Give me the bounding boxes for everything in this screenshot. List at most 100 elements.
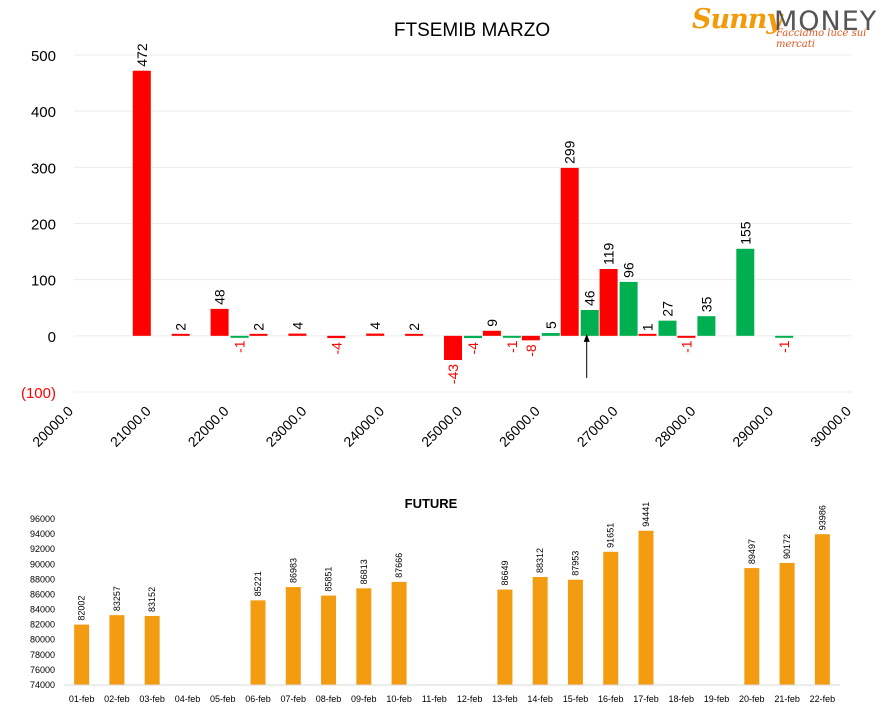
top-data-label: 155 — [737, 221, 753, 245]
top-data-label: 5 — [543, 321, 559, 329]
top-chart-x-axis: 20000.0 21000.0 22000.0 23000.0 24000.0 25000… — [29, 403, 854, 450]
brand-logo-money: MONEY — [774, 6, 878, 37]
top-bar — [288, 333, 307, 336]
bottom-x-tick-label: 19-feb — [704, 694, 730, 704]
top-bar — [677, 335, 696, 338]
top-chart-y-axis: 500 400 300 200 100 0 (100) — [21, 48, 56, 402]
top-bar — [599, 268, 618, 336]
bottom-x-tick-label: 10-feb — [386, 694, 412, 704]
top-data-label: 119 — [601, 242, 617, 265]
top-y-tick-label: 500 — [31, 48, 56, 65]
top-x-tick-label: 25000.0 — [418, 403, 465, 450]
top-bar — [658, 320, 677, 336]
bottom-x-tick-label: 01-feb — [69, 694, 95, 704]
top-y-tick-label: 200 — [31, 217, 56, 234]
top-data-label: 2 — [251, 323, 267, 331]
top-x-tick-label: 22000.0 — [185, 403, 232, 450]
bottom-x-tick-label: 16-feb — [598, 694, 624, 704]
bottom-x-tick-label: 06-feb — [245, 694, 271, 704]
bottom-bar — [144, 615, 160, 685]
top-x-tick-label: 30000.0 — [807, 403, 854, 450]
top-data-label: 1 — [640, 323, 656, 331]
top-bar — [444, 335, 462, 360]
top-data-label: -4 — [328, 342, 344, 355]
top-bar — [775, 335, 794, 338]
bottom-data-label: 86813 — [359, 559, 369, 584]
top-x-tick-label: 27000.0 — [574, 403, 621, 450]
top-data-label: -1 — [776, 340, 792, 353]
bottom-x-tick-label: 18-feb — [669, 694, 695, 704]
top-y-tick-label: 300 — [31, 160, 56, 177]
brand-tagline: Facciamo luce sui mercati — [776, 28, 867, 50]
top-bar — [560, 167, 579, 336]
top-bar — [132, 70, 151, 336]
bottom-y-tick-label: 84000 — [30, 605, 55, 615]
top-x-tick-label: 26000.0 — [496, 403, 543, 450]
brand-logo-sunny: Sunny — [692, 4, 782, 35]
bottom-data-label: 86983 — [288, 558, 298, 583]
bottom-x-tick-label: 04-feb — [175, 694, 201, 704]
top-data-label: -8 — [523, 344, 539, 357]
bottom-data-label: 87953 — [570, 551, 580, 576]
top-x-tick-label: 28000.0 — [651, 403, 698, 450]
bottom-x-tick-label: 15-feb — [563, 694, 589, 704]
top-data-label: 2 — [173, 323, 189, 331]
bottom-bar — [74, 624, 90, 685]
top-bar — [210, 308, 229, 336]
top-bar — [541, 333, 560, 336]
top-bar — [697, 316, 716, 336]
top-y-tick-label: 400 — [31, 104, 56, 121]
top-x-tick-label: 21000.0 — [107, 403, 154, 450]
bottom-bar — [744, 568, 760, 685]
bottom-x-tick-label: 20-feb — [739, 694, 765, 704]
bottom-data-label: 90172 — [782, 534, 792, 559]
top-bar — [464, 335, 482, 339]
top-x-tick-label: 23000.0 — [262, 403, 309, 450]
bottom-x-tick-label: 03-feb — [139, 694, 165, 704]
bottom-data-label: 86649 — [500, 561, 510, 586]
bottom-y-tick-label: 90000 — [30, 559, 55, 569]
bottom-data-label: 93986 — [817, 505, 827, 530]
top-bar — [482, 330, 501, 336]
bottom-data-label: 83257 — [112, 586, 122, 611]
top-data-label: 35 — [698, 296, 714, 312]
bottom-y-tick-label: 96000 — [30, 514, 55, 524]
top-chart-bars — [132, 70, 794, 360]
bottom-x-tick-label: 02-feb — [104, 694, 130, 704]
bottom-bar — [250, 600, 266, 685]
bottom-data-label: 94441 — [641, 502, 651, 527]
bottom-x-tick-label: 08-feb — [316, 694, 342, 704]
top-chart-annotations — [583, 333, 590, 378]
top-bar — [171, 333, 190, 336]
bottom-data-label: 82002 — [77, 596, 87, 621]
bottom-chart-data-labels: 82002 83257 83152 85221 86983 85851 86813 87666… — [77, 502, 828, 621]
top-bar — [249, 333, 268, 336]
bottom-x-tick-label: 11-feb — [422, 694, 447, 704]
top-bar — [638, 333, 657, 336]
bottom-data-label: 87666 — [394, 553, 404, 578]
bottom-bar — [567, 579, 583, 685]
bottom-x-tick-label: 17-feb — [633, 694, 659, 704]
brand-logo: Sunny MONEY Facciamo luce sui mercati — [690, 4, 890, 50]
bottom-bar — [356, 588, 372, 685]
bottom-y-tick-label: 82000 — [30, 620, 55, 630]
top-data-label: 2 — [406, 323, 422, 331]
bottom-bar — [285, 587, 301, 685]
bottom-chart-y-axis: 74000 76000 78000 80000 82000 84000 86000 88000… — [30, 514, 55, 690]
top-data-label: 4 — [367, 322, 383, 330]
bottom-chart-x-axis: 01-feb 02-feb 03-feb 04-feb 05-feb 06-feb 07-f… — [64, 684, 840, 704]
top-data-label: -43 — [445, 364, 461, 384]
top-bar — [619, 281, 638, 336]
bottom-y-tick-label: 92000 — [30, 544, 55, 554]
bottom-y-tick-label: 76000 — [30, 665, 55, 675]
bottom-bar — [109, 615, 125, 685]
bottom-y-tick-label: 88000 — [30, 574, 55, 584]
bottom-bar — [532, 577, 548, 685]
bottom-data-label: 85851 — [324, 567, 334, 592]
top-data-label: 48 — [212, 289, 228, 305]
bottom-data-label: 85221 — [253, 571, 263, 596]
top-chart-gridlines — [74, 54, 852, 393]
bottom-x-tick-label: 09-feb — [351, 694, 377, 704]
top-data-label: 27 — [660, 301, 676, 317]
